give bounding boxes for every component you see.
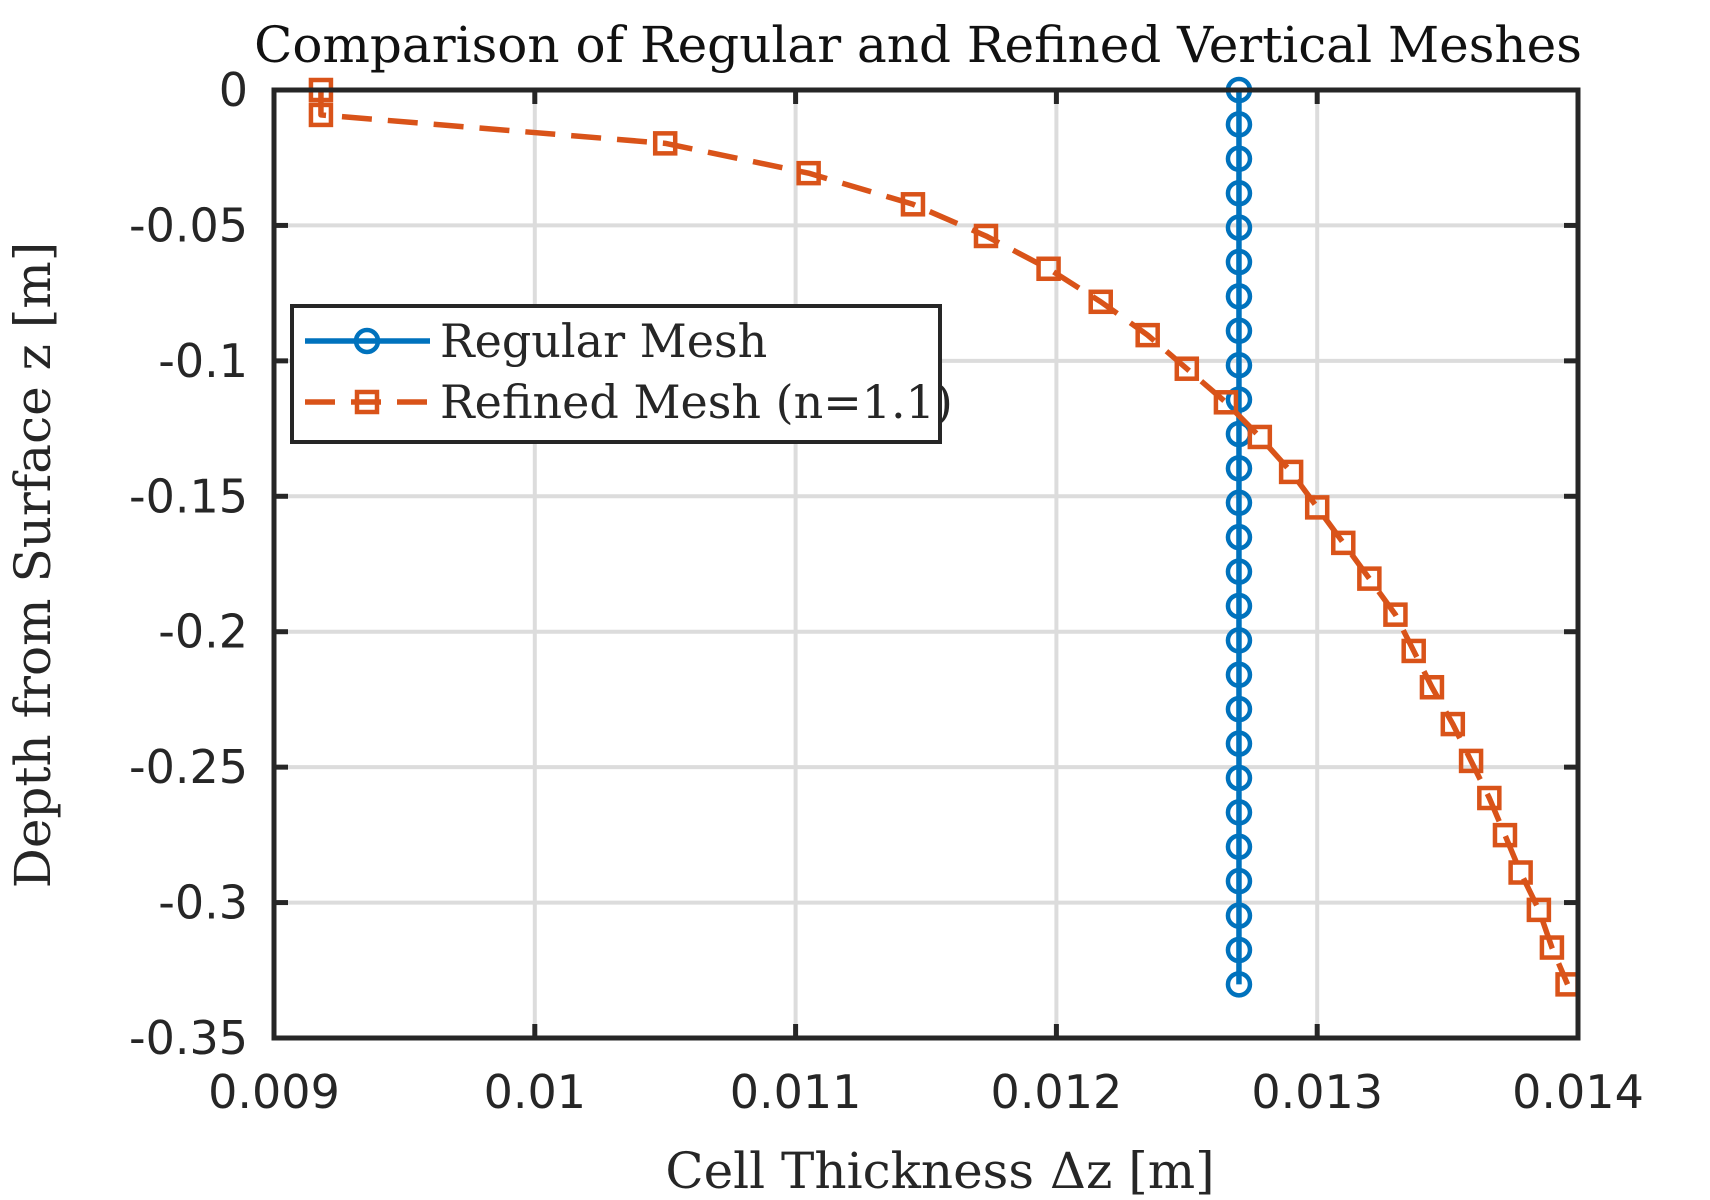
data-point — [1508, 860, 1533, 885]
data-point — [1383, 602, 1408, 627]
data-point — [1225, 971, 1253, 998]
data-point — [1225, 351, 1253, 379]
legend-marker — [354, 389, 380, 415]
y-tick-labels: 0 -0.05 -0.1 -0.15 -0.2 -0.25 -0.3 -0.35 — [129, 63, 248, 1065]
y-tick-label: -0.1 — [158, 334, 248, 388]
data-point — [1357, 566, 1382, 591]
y-tick-label: -0.3 — [158, 876, 248, 930]
data-point — [1225, 592, 1253, 620]
data-point — [900, 192, 926, 217]
y-axis-label: Depth from Surface z [m] — [4, 242, 62, 889]
data-point — [1225, 730, 1253, 757]
plot-area — [271, 76, 1581, 1041]
data-point — [973, 223, 999, 249]
axis-ticks — [271, 87, 1581, 1041]
data-point — [1225, 214, 1253, 241]
data-point — [1088, 289, 1113, 315]
axes-background — [274, 90, 1578, 1038]
chart-title: Comparison of Regular and Refined Vertic… — [254, 16, 1582, 74]
x-tick-labels: 0.009 0.01 0.011 0.012 0.013 0.014 — [208, 1065, 1644, 1119]
x-tick-label: 0.009 — [208, 1065, 340, 1119]
data-point — [1225, 558, 1253, 585]
data-point — [1440, 711, 1466, 737]
data-point — [1304, 495, 1330, 520]
axes-box — [271, 87, 1581, 1041]
series-layer — [308, 76, 1580, 998]
data-point — [1225, 936, 1253, 964]
data-point — [1458, 748, 1484, 774]
data-point — [1331, 530, 1356, 556]
legend-marker — [353, 327, 381, 355]
y-tick-label: -0.2 — [158, 605, 248, 659]
x-tick-label: 0.014 — [1512, 1065, 1644, 1119]
x-axis-label: Cell Thickness Δz [m] — [665, 1142, 1214, 1200]
data-point — [796, 160, 821, 186]
data-point — [1225, 627, 1253, 654]
data-point — [1225, 111, 1253, 138]
data-point — [1225, 867, 1253, 895]
data-point — [1174, 356, 1200, 381]
data-point — [1247, 424, 1273, 450]
data-point — [1526, 897, 1552, 923]
x-tick-label: 0.012 — [991, 1065, 1123, 1119]
data-point — [1225, 833, 1253, 861]
y-tick-label: -0.25 — [129, 740, 248, 794]
data-point — [1419, 674, 1445, 700]
series-0 — [1225, 76, 1253, 998]
data-point — [1225, 695, 1253, 723]
series-line — [318, 90, 1571, 986]
data-point — [1225, 386, 1253, 413]
data-point — [1036, 256, 1061, 282]
y-tick-label: -0.05 — [129, 198, 248, 252]
legend-entry: Refined Mesh (n=1.1) — [305, 375, 953, 429]
data-point — [308, 102, 334, 128]
data-point — [1225, 317, 1253, 345]
data-point — [1225, 902, 1253, 929]
data-point — [1225, 248, 1253, 276]
data-point — [1492, 822, 1518, 848]
data-point — [1213, 390, 1239, 415]
data-point — [1225, 489, 1253, 517]
data-point — [652, 131, 678, 156]
x-tick-label: 0.01 — [484, 1065, 586, 1119]
data-point — [1135, 322, 1160, 348]
y-tick-label: 0 — [219, 63, 248, 117]
data-point — [1225, 799, 1253, 826]
data-point — [1225, 283, 1253, 310]
legend-entry: Regular Mesh — [305, 314, 767, 368]
data-point — [1225, 455, 1253, 482]
data-point — [1225, 145, 1253, 173]
data-point — [1477, 785, 1502, 811]
y-tick-label: -0.35 — [129, 1011, 248, 1065]
series-1 — [308, 77, 1580, 997]
legend-label: Regular Mesh — [440, 314, 767, 368]
legend: Regular Mesh Refined Mesh (n=1.1) — [290, 304, 953, 444]
data-point — [1225, 179, 1253, 207]
legend-box — [290, 304, 942, 444]
legend-label: Refined Mesh (n=1.1) — [440, 375, 953, 429]
data-point — [1225, 764, 1253, 792]
data-point — [1225, 523, 1253, 551]
data-point — [1278, 459, 1304, 485]
data-point — [1539, 935, 1565, 960]
x-tick-label: 0.011 — [730, 1065, 862, 1119]
x-tick-label: 0.013 — [1251, 1065, 1383, 1119]
data-point — [1225, 661, 1253, 689]
legend-entries: Regular Mesh Refined Mesh (n=1.1) — [305, 314, 953, 429]
y-tick-label: -0.15 — [129, 469, 248, 523]
data-point — [1401, 638, 1426, 664]
